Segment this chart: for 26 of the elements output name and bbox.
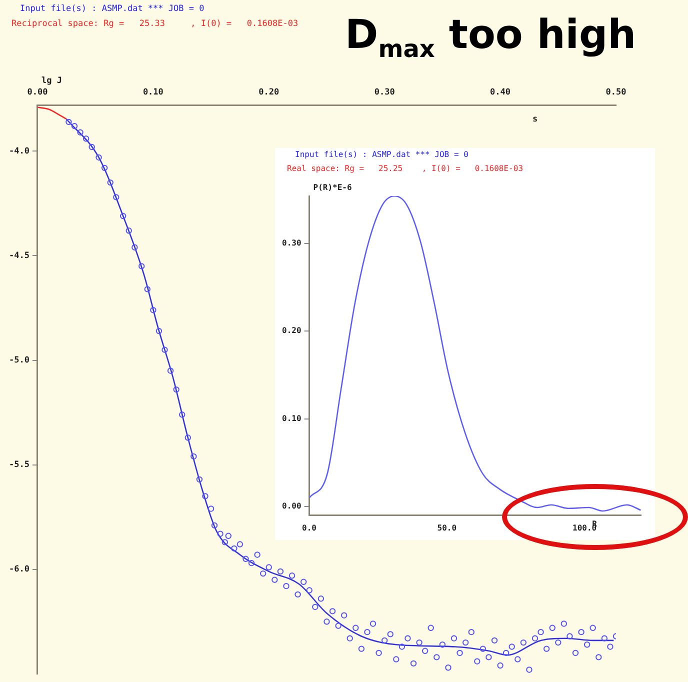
y-axis-title: P(R)*E-6	[313, 183, 352, 192]
text: D$_{max}$ too high	[345, 12, 636, 63]
chart-subtitle: Real space: Rg = 25.25 , I(0) = 0.1608E-03	[287, 164, 524, 173]
y-tick-label: -4.5	[8, 250, 30, 261]
x-tick-label: 0.40	[490, 87, 511, 98]
y-tick-label: -5.0	[8, 355, 30, 366]
x-tick-label: 0.30	[374, 87, 395, 98]
x-tick-label: 50.0	[437, 523, 457, 532]
y-tick-label: 0.30	[282, 238, 302, 248]
y-tick-label: 0.20	[282, 326, 302, 336]
x-tick-label: 0.10	[142, 87, 164, 98]
x-tick-label: 0.20	[258, 87, 280, 98]
y-tick-label: 0.00	[282, 502, 302, 511]
y-tick-label: 0.10	[282, 414, 302, 423]
x-tick-label: 0.00	[27, 87, 48, 98]
x-tick-label: 0.0	[302, 523, 317, 532]
chart-subtitle: Reciprocal space: Rg = 25.33 , I(0) = 0.1608E-03	[12, 18, 298, 28]
line-series	[309, 196, 641, 512]
y-tick-label: -4.0	[8, 146, 30, 156]
y-tick-label: -5.5	[8, 460, 30, 470]
x-tick-label: 0.50	[606, 87, 626, 98]
chart-title: Input file(s) : ASMP.dat *** JOB = 0	[295, 150, 468, 159]
y-axis-title: lg J	[41, 76, 62, 86]
x-axis-title: s	[532, 114, 538, 125]
y-tick-label: -6.0	[8, 564, 30, 575]
chart-title: Input file(s) : ASMP.dat *** JOB = 0	[20, 4, 204, 14]
